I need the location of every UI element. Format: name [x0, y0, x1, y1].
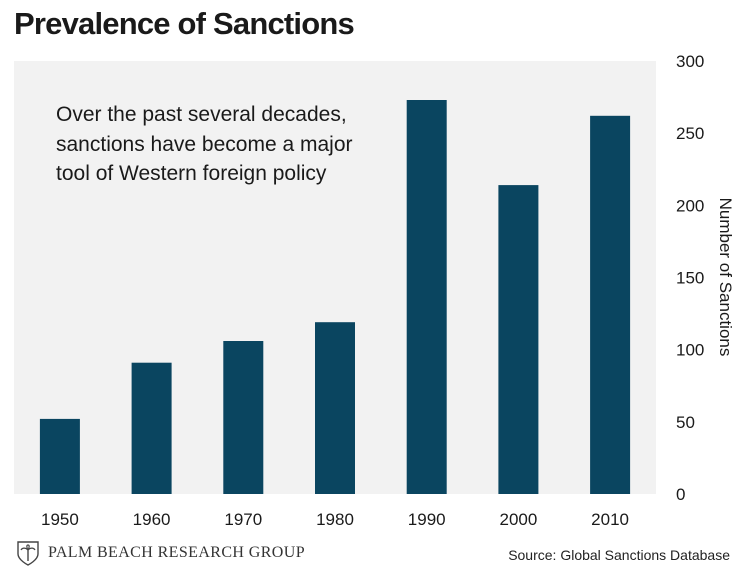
- publisher-logo: PALM BEACH RESEARCH GROUP: [16, 540, 305, 566]
- bar-1950: [39, 418, 80, 494]
- x-tick-2000: 2000: [499, 510, 537, 529]
- bars-group: [39, 100, 631, 495]
- chart-title: Prevalence of Sanctions: [14, 6, 355, 41]
- bar-2000: [498, 185, 539, 494]
- y-axis-label: Number of Sanctions: [716, 198, 735, 357]
- x-tick-1950: 1950: [41, 510, 79, 529]
- x-tick-1990: 1990: [408, 510, 446, 529]
- x-tick-1970: 1970: [224, 510, 262, 529]
- y-tick-200: 200: [676, 196, 704, 215]
- x-tick-2010: 2010: [591, 510, 629, 529]
- bar-1970: [223, 341, 264, 494]
- y-tick-300: 300: [676, 52, 704, 71]
- bar-1990: [406, 100, 447, 494]
- source-note: Source: Global Sanctions Database: [508, 547, 730, 563]
- y-tick-150: 150: [676, 269, 704, 288]
- x-tick-labels: 1950 1960 1970 1980 1990 2000 2010: [41, 510, 629, 529]
- bar-2010: [590, 115, 631, 495]
- publisher-name: PALM BEACH RESEARCH GROUP: [48, 544, 306, 561]
- y-tick-labels: 0 50 100 150 200 250 300: [676, 52, 704, 504]
- palm-tree-crest-icon: [17, 541, 39, 566]
- x-tick-1980: 1980: [316, 510, 354, 529]
- bar-1960: [131, 362, 172, 494]
- x-tick-1960: 1960: [133, 510, 171, 529]
- y-tick-0: 0: [676, 485, 685, 504]
- annotation-line-3: tool of Western foreign policy: [56, 162, 327, 185]
- y-tick-100: 100: [676, 341, 704, 360]
- annotation-line-1: Over the past several decades,: [56, 103, 347, 126]
- bar-chart: 1950 1960 1970 1980 1990 2000 2010 0 50 100 150 20…: [14, 52, 735, 529]
- bar-1980: [315, 322, 355, 494]
- y-tick-50: 50: [676, 413, 695, 432]
- y-tick-250: 250: [676, 124, 704, 143]
- annotation-line-2: sanctions have become a major: [56, 133, 353, 156]
